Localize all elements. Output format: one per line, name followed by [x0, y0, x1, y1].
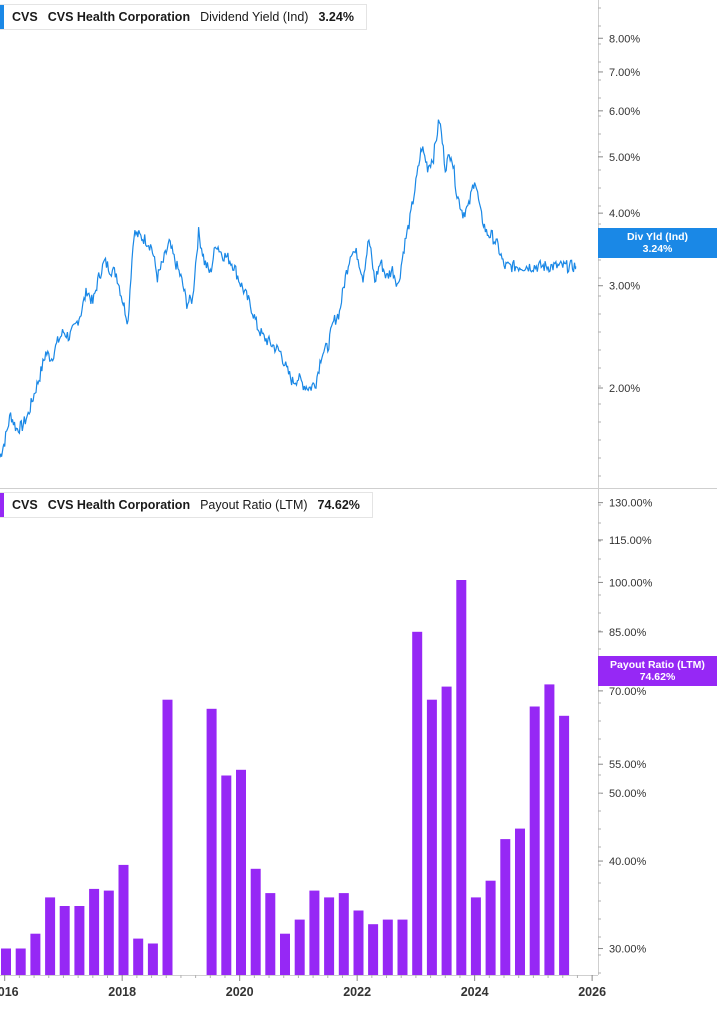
payout-ratio-bar	[500, 839, 511, 975]
payout-ratio-bar	[338, 893, 349, 975]
payout-ratio-bar	[426, 699, 437, 975]
payout-ratio-bar	[441, 686, 452, 975]
bottom-legend-ticker: CVS	[12, 498, 38, 512]
bottom-y-tick-label: 70.00%	[609, 686, 647, 698]
payout-ratio-bar	[456, 580, 467, 975]
payout-ratio-bar	[133, 938, 144, 975]
bottom-y-tick-label: 100.00%	[609, 577, 653, 589]
x-tick-label: 2020	[226, 985, 254, 999]
payout-ratio-bar	[515, 828, 525, 975]
bottom-value-badge: Payout Ratio (LTM) 74.62%	[598, 656, 717, 686]
payout-ratio-bar	[74, 906, 85, 975]
bottom-y-tick-label: 55.00%	[609, 759, 647, 771]
payout-ratio-bar	[529, 706, 540, 975]
payout-ratio-bar	[280, 933, 290, 975]
bottom-y-tick-label: 85.00%	[609, 627, 647, 639]
top-value-badge: Div Yld (Ind) 3.24%	[598, 228, 717, 258]
top-y-tick-label: 6.00%	[609, 106, 640, 118]
top-legend: CVS CVS Health Corporation Dividend Yiel…	[0, 4, 367, 30]
payout-ratio-bar	[309, 890, 320, 975]
top-legend-swatch	[0, 5, 4, 29]
x-tick-label: 2022	[343, 985, 371, 999]
bottom-badge-label: Payout Ratio (LTM)	[610, 659, 705, 671]
payout-ratio-bar	[147, 943, 158, 975]
bottom-badge-value: 74.62%	[639, 671, 676, 683]
payout-ratio-bar	[162, 699, 173, 975]
bottom-legend-swatch	[0, 493, 4, 517]
x-tick-label: 2018	[108, 985, 136, 999]
top-legend-ticker: CVS	[12, 10, 38, 24]
payout-ratio-bar	[294, 919, 305, 975]
top-legend-metric: Dividend Yield (Ind)	[200, 10, 309, 24]
x-tick-label: 2024	[461, 985, 489, 999]
top-y-tick-label: 2.00%	[609, 383, 640, 395]
top-y-tick-label: 7.00%	[609, 67, 640, 79]
payout-ratio-bar	[397, 919, 408, 975]
payout-ratio-bar	[236, 769, 246, 975]
payout-ratio-bar	[103, 890, 114, 975]
bottom-y-tick-label: 30.00%	[609, 944, 647, 956]
dividend-yield-line	[0, 119, 577, 458]
bottom-legend-metric: Payout Ratio (LTM)	[200, 498, 308, 512]
payout-ratio-bar	[221, 775, 232, 975]
payout-ratio-bar	[30, 933, 41, 975]
bottom-y-tick-label: 40.00%	[609, 856, 647, 868]
payout-ratio-bar	[59, 906, 70, 975]
payout-ratio-bar	[250, 868, 261, 975]
top-legend-value: 3.24%	[318, 10, 354, 24]
payout-ratio-bar	[382, 919, 393, 975]
payout-ratio-bar	[265, 893, 276, 975]
top-y-tick-label: 5.00%	[609, 152, 640, 164]
payout-ratio-bar	[485, 880, 496, 975]
bottom-legend-value: 74.62%	[317, 498, 360, 512]
x-tick-label: 2016	[0, 985, 19, 999]
top-badge-label: Div Yld (Ind)	[626, 231, 689, 243]
bottom-y-tick-label: 130.00%	[609, 498, 653, 510]
bottom-y-tick-label: 50.00%	[609, 788, 647, 800]
top-y-tick-label: 3.00%	[609, 281, 640, 293]
payout-ratio-bar	[324, 897, 335, 975]
payout-ratio-bar	[544, 684, 555, 975]
payout-ratio-bar	[353, 910, 364, 975]
top-y-tick-label: 4.00%	[609, 208, 640, 220]
payout-ratio-bar	[368, 924, 379, 975]
bottom-y-tick-label: 115.00%	[609, 535, 652, 547]
bottom-legend: CVS CVS Health Corporation Payout Ratio …	[0, 492, 373, 518]
top-legend-company: CVS Health Corporation	[47, 10, 191, 24]
payout-ratio-bar	[559, 715, 570, 975]
bottom-legend-company: CVS Health Corporation	[47, 498, 191, 512]
payout-ratio-bar	[118, 864, 129, 975]
payout-ratio-bar	[412, 631, 423, 975]
payout-ratio-bar	[470, 897, 481, 975]
top-y-tick-label: 8.00%	[609, 33, 640, 45]
payout-ratio-bar	[15, 948, 26, 975]
payout-ratio-bar	[89, 888, 100, 975]
x-tick-label: 2026	[578, 985, 606, 999]
payout-ratio-bar	[45, 897, 56, 975]
payout-ratio-bar	[1, 948, 11, 975]
payout-ratio-bar	[206, 708, 217, 975]
top-badge-value: 3.24%	[642, 243, 673, 255]
